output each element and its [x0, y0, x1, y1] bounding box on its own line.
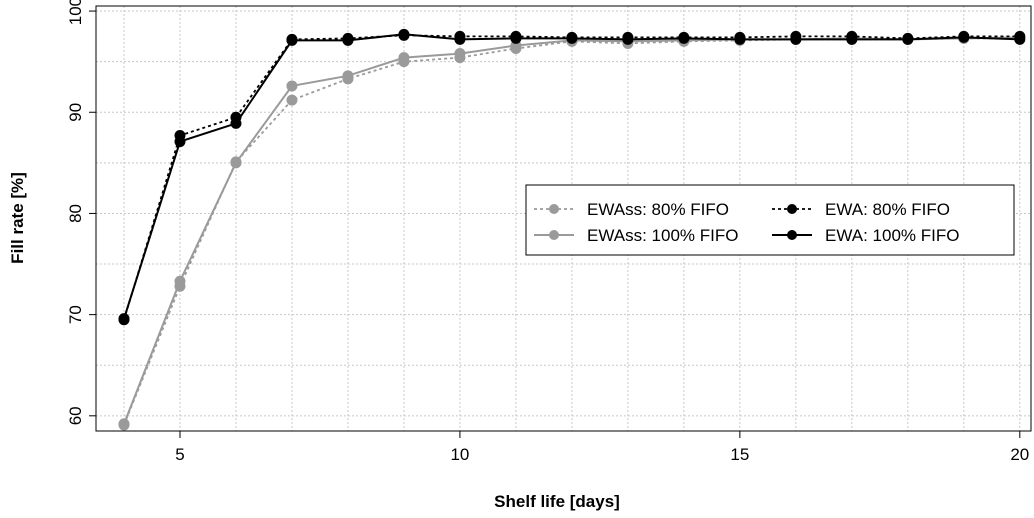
y-axis-title: Fill rate [%]: [8, 172, 27, 264]
legend-marker: [787, 230, 797, 240]
data-point: [398, 52, 410, 64]
data-point: [454, 48, 466, 60]
legend-entry-2: EWA: 80% FIFO: [772, 200, 950, 219]
data-point: [118, 418, 130, 430]
series-line: [123, 33, 1020, 320]
legend: EWAss: 80% FIFO EWAss: 100% FIFO EWA: 80% …: [525, 184, 1015, 256]
x-tick-label: 10: [450, 445, 469, 464]
series-3: [118, 28, 1026, 325]
data-point: [622, 33, 634, 45]
data-point: [566, 32, 578, 44]
data-point: [846, 33, 858, 45]
data-series: [118, 28, 1026, 431]
data-point: [398, 28, 410, 40]
x-tick-label: 5: [175, 445, 184, 464]
y-tick-label: 100: [66, 0, 85, 25]
data-point: [510, 32, 522, 44]
y-tick-label: 80: [66, 204, 85, 223]
data-point: [958, 31, 970, 43]
legend-entry-3: EWA: 100% FIFO: [772, 226, 959, 245]
y-tick-label: 70: [66, 305, 85, 324]
legend-entry-1: EWAss: 100% FIFO: [534, 226, 738, 245]
plot-frame: [95, 5, 1032, 432]
y-tick-label: 60: [66, 406, 85, 425]
data-point: [790, 33, 802, 45]
legend-marker: [549, 230, 559, 240]
x-axis-title: Shelf life [days]: [494, 492, 620, 511]
legend-box: [525, 184, 1015, 256]
series-line: [123, 34, 1020, 320]
x-tick-label: 15: [730, 445, 749, 464]
legend-label: EWAss: 100% FIFO: [587, 226, 738, 245]
data-point: [734, 33, 746, 45]
data-point: [1014, 33, 1026, 45]
legend-entry-0: EWAss: 80% FIFO: [534, 200, 729, 219]
data-point: [230, 157, 242, 169]
axis-ticks: 5 10 15 20 60 70 80 90 100: [66, 0, 1029, 464]
data-point: [678, 32, 690, 44]
data-point: [230, 117, 242, 129]
legend-marker: [549, 204, 559, 214]
data-point: [174, 136, 186, 148]
y-tick-label: 90: [66, 103, 85, 122]
data-point: [286, 80, 298, 92]
data-point: [454, 33, 466, 45]
data-point: [902, 33, 914, 45]
legend-label: EWA: 80% FIFO: [825, 200, 950, 219]
x-tick-label: 20: [1010, 445, 1029, 464]
data-point: [286, 34, 298, 46]
data-point: [286, 94, 298, 106]
legend-marker: [787, 204, 797, 214]
legend-label: EWA: 100% FIFO: [825, 226, 959, 245]
data-point: [342, 70, 354, 82]
data-point: [342, 34, 354, 46]
data-point: [174, 275, 186, 287]
legend-label: EWAss: 80% FIFO: [587, 200, 729, 219]
data-point: [118, 313, 130, 325]
